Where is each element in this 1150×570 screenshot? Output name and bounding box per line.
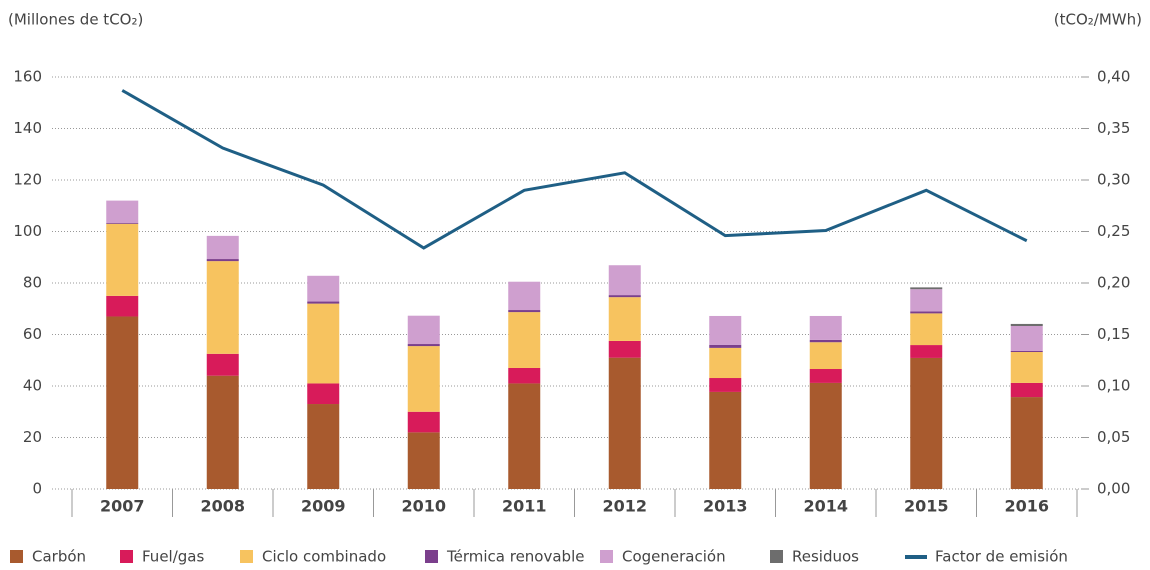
bar-segment [508, 312, 541, 368]
y-tick-label: 0 [32, 480, 42, 498]
y-tick-label: 120 [13, 171, 42, 189]
bar-segment [1010, 352, 1043, 383]
legend-swatch [120, 550, 133, 563]
y2-tick-label: 0,30 [1097, 171, 1130, 189]
bar-segment [508, 310, 541, 313]
bar-segment [910, 289, 943, 312]
legend-swatch [425, 550, 438, 563]
bar-segment [307, 301, 340, 304]
bar-segment [910, 311, 943, 314]
legend-label: Fuel/gas [142, 548, 204, 566]
bar-segment [910, 345, 943, 358]
bar-segment [910, 287, 943, 290]
x-tick-label: 2015 [904, 497, 949, 516]
y-tick-label: 80 [23, 274, 42, 292]
x-tick-label: 2009 [301, 497, 346, 516]
bar-segment [608, 297, 641, 341]
bar-segment [709, 315, 742, 345]
y-tick-label: 160 [13, 68, 42, 86]
legend-label: Ciclo combinado [262, 548, 386, 566]
bar-segment [206, 235, 239, 260]
legend-label: Térmica renovable [446, 548, 584, 566]
y2-tick-label: 0,10 [1097, 377, 1130, 395]
bar-segment [1010, 382, 1043, 398]
bar-segment [307, 303, 340, 384]
legend-label: Carbón [32, 548, 86, 566]
legend-swatch [905, 555, 927, 559]
bar-segment [206, 261, 239, 354]
y2-tick-label: 0,15 [1097, 325, 1130, 343]
x-tick-label: 2008 [200, 497, 245, 516]
bar-segment [407, 346, 440, 412]
y2-tick-label: 0,25 [1097, 222, 1130, 240]
bar-segment [1010, 323, 1043, 327]
bar-segment [809, 342, 842, 370]
bar-segment [307, 275, 340, 302]
bar-segment [407, 344, 440, 347]
y2-tick-label: 0,40 [1097, 68, 1130, 86]
bar-segment [709, 378, 742, 392]
legend-label: Factor de emisión [935, 548, 1068, 566]
bar-segment [407, 411, 440, 433]
legend-label: Cogeneración [622, 548, 726, 566]
y2-tick-label: 0,20 [1097, 274, 1130, 292]
bar-segment [608, 265, 641, 296]
legend-swatch [600, 550, 613, 563]
bar-segment [910, 313, 943, 346]
x-tick-label: 2010 [401, 497, 446, 516]
bar-segment [307, 383, 340, 405]
bar-segment [106, 200, 139, 224]
y-tick-label: 60 [23, 325, 42, 343]
y-tick-label: 20 [23, 428, 42, 446]
bar-segment [709, 344, 742, 348]
bar-segment [508, 383, 541, 489]
bar-segment [910, 357, 943, 489]
x-tick-label: 2014 [803, 497, 848, 516]
bar-segment [407, 315, 440, 345]
y-tick-label: 140 [13, 119, 42, 137]
legend-swatch [770, 550, 783, 563]
bar-segment [106, 316, 139, 489]
bar-segment [608, 295, 641, 298]
legend-label: Residuos [792, 548, 859, 566]
bar-segment [307, 404, 340, 489]
y2-axis-label: (tCO₂/MWh) [1054, 11, 1142, 29]
bar-segment [709, 391, 742, 489]
y2-tick-label: 0,00 [1097, 480, 1130, 498]
y-tick-label: 40 [23, 377, 42, 395]
bar-segment [206, 353, 239, 376]
bar-segment [106, 223, 139, 296]
bar-segment [809, 315, 842, 340]
bar-segment [1010, 350, 1043, 353]
bar-segment [206, 259, 239, 262]
y2-tick-label: 0,35 [1097, 119, 1130, 137]
x-tick-label: 2011 [502, 497, 547, 516]
x-tick-label: 2013 [703, 497, 748, 516]
y-tick-label: 100 [13, 222, 42, 240]
bar-segment [106, 223, 139, 224]
x-tick-label: 2012 [602, 497, 647, 516]
bar-segment [809, 382, 842, 489]
bar-segment [508, 281, 541, 311]
legend-swatch [240, 550, 253, 563]
x-tick-label: 2016 [1004, 497, 1049, 516]
bar-segment [1010, 326, 1043, 351]
bar-segment [608, 340, 641, 358]
emission-line [121, 89, 1028, 250]
bar-segment [709, 347, 742, 379]
y2-tick-label: 0,05 [1097, 428, 1130, 446]
bar-segment [407, 432, 440, 489]
x-tick-label: 2007 [100, 497, 145, 516]
bar-segment [809, 369, 842, 383]
bar-segment [508, 367, 541, 384]
bar-segment [809, 339, 842, 343]
y-axis-label: (Millones de tCO₂) [8, 11, 143, 29]
bar-segment [608, 357, 641, 489]
bar-segment [1010, 397, 1043, 489]
bar-segment [106, 295, 139, 317]
legend-swatch [10, 550, 23, 563]
bar-segment [206, 375, 239, 489]
